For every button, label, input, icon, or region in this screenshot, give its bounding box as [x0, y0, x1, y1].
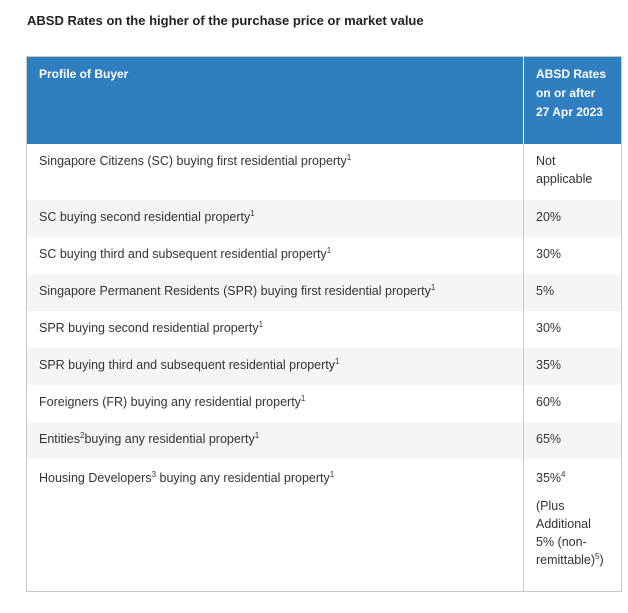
rate-cell: 60% — [523, 384, 622, 422]
footnote-marker: 1 — [254, 430, 260, 440]
footnote-marker: 1 — [329, 469, 335, 479]
profile-cell: SC buying third and subsequent residenti… — [26, 236, 524, 274]
profile-text: Singapore Citizens (SC) buying first res… — [39, 153, 347, 168]
rate-cell: 30% — [523, 310, 622, 348]
rate-cell: 35% — [523, 347, 622, 385]
rate-cell: 5% — [523, 273, 622, 311]
profile-text: SPR buying third and subsequent resident… — [39, 357, 336, 372]
table-row: Singapore Permanent Residents (SPR) buyi… — [26, 273, 622, 311]
table-row: SC buying second residential property1 2… — [26, 199, 622, 237]
footnote-marker: 5 — [595, 551, 600, 561]
header-absd-rates: ABSD Rates on or after 27 Apr 2023 — [523, 56, 622, 144]
rate-note: (Plus Additional 5% (non-remittable)5) — [536, 497, 609, 569]
rate-note-text: (Plus Additional 5% (non-remittable) — [536, 498, 596, 567]
profile-cell: Entities2buying any residential property… — [26, 421, 524, 459]
footnote-marker: 1 — [250, 208, 255, 218]
profile-text: SC buying third and subsequent residenti… — [39, 246, 327, 261]
profile-text: Entities — [39, 431, 80, 446]
footnote-marker: 1 — [258, 319, 264, 329]
profile-cell: Singapore Citizens (SC) buying first res… — [26, 143, 524, 200]
page-heading: ABSD Rates on the higher of the purchase… — [27, 13, 424, 28]
table-row: Singapore Citizens (SC) buying first res… — [26, 143, 622, 200]
footnote-marker: 1 — [326, 245, 332, 255]
rate-cell: 30% — [523, 236, 622, 274]
profile-cell: Singapore Permanent Residents (SPR) buyi… — [26, 273, 524, 311]
header-profile-of-buyer: Profile of Buyer — [26, 56, 524, 144]
profile-text: SPR buying second residential property — [39, 320, 259, 335]
profile-cell: Housing Developers3 buying any residenti… — [26, 458, 524, 592]
rate-cell: Not applicable — [523, 143, 622, 200]
footnote-marker: 2 — [80, 430, 85, 440]
table-row: SPR buying second residential property1 … — [26, 310, 622, 348]
footnote-marker: 1 — [430, 282, 436, 292]
footnote-marker: 1 — [346, 152, 352, 162]
table-row: Foreigners (FR) buying any residential p… — [26, 384, 622, 422]
rate-cell: 65% — [523, 421, 622, 459]
rate-cell: 35%4 (Plus Additional 5% (non-remittable)… — [523, 458, 622, 592]
profile-cell: SPR buying third and subsequent resident… — [26, 347, 524, 385]
profile-cell: SC buying second residential property1 — [26, 199, 524, 237]
profile-cell: SPR buying second residential property1 — [26, 310, 524, 348]
footnote-marker: 4 — [561, 469, 566, 479]
table-header-row: Profile of Buyer ABSD Rates on or after … — [26, 56, 622, 144]
table-row: SPR buying third and subsequent resident… — [26, 347, 622, 385]
profile-text: buying any residential property — [156, 470, 330, 485]
table-row: Housing Developers3 buying any residenti… — [26, 458, 622, 592]
table-row: SC buying third and subsequent residenti… — [26, 236, 622, 274]
footnote-marker: 3 — [151, 469, 157, 479]
footnote-marker: 1 — [335, 356, 340, 366]
rate-cell: 20% — [523, 199, 622, 237]
rate-text: 35% — [536, 470, 562, 485]
table-row: Entities2buying any residential property… — [26, 421, 622, 459]
rate-note-close: ) — [599, 552, 604, 567]
profile-text: buying any residential property — [84, 431, 255, 446]
profile-text: Singapore Permanent Residents (SPR) buyi… — [39, 283, 431, 298]
profile-text: SC buying second residential property — [39, 209, 251, 224]
profile-cell: Foreigners (FR) buying any residential p… — [26, 384, 524, 422]
profile-text: Foreigners (FR) buying any residential p… — [39, 394, 301, 409]
profile-text: Housing Developers — [39, 470, 152, 485]
footnote-marker: 1 — [300, 393, 306, 403]
absd-rates-table: Profile of Buyer ABSD Rates on or after … — [26, 56, 622, 592]
